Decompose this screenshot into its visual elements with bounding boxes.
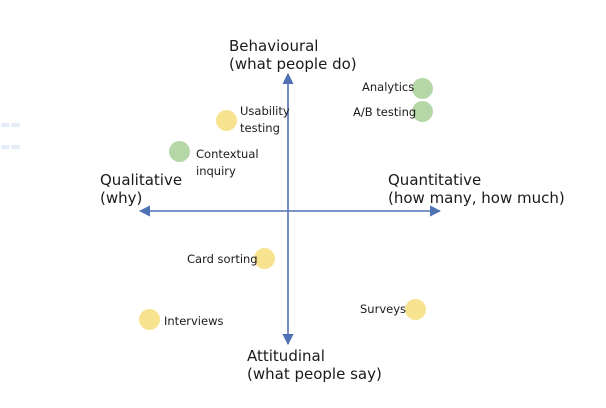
- contextual-inquiry-label: Contextual inquiry: [196, 146, 259, 179]
- card-sorting-label: Card sorting: [187, 252, 258, 266]
- card-sorting-dot: [254, 248, 275, 269]
- ab-testing-label: A/B testing: [353, 105, 417, 119]
- axis-label-qualitative: Qualitative (why): [100, 171, 182, 207]
- analytics-dot: [412, 78, 433, 99]
- surveys-dot: [405, 299, 426, 320]
- axis-label-right-subtitle: (how many, how much): [388, 189, 565, 207]
- axis-label-bottom-subtitle: (what people say): [247, 365, 382, 383]
- axis-label-behavioural: Behavioural (what people do): [229, 37, 357, 73]
- axis-label-bottom-title: Attitudinal: [247, 347, 325, 365]
- ab-testing-dot: [412, 101, 433, 122]
- background-watermark: ▬▬: [0, 140, 21, 153]
- usability-testing-label: Usability testing: [240, 103, 290, 136]
- axis-label-quantitative: Quantitative (how many, how much): [388, 171, 565, 207]
- axis-label-left-subtitle: (why): [100, 189, 143, 207]
- axis-label-right-title: Quantitative: [388, 171, 482, 189]
- interviews-dot: [139, 309, 160, 330]
- background-watermark: ▬▬: [0, 118, 21, 131]
- analytics-label: Analytics: [362, 80, 415, 94]
- contextual-inquiry-label-line2: inquiry: [196, 163, 236, 178]
- usability-testing-label-line2: testing: [240, 120, 280, 135]
- usability-testing-label-line1: Usability: [240, 104, 290, 118]
- usability-testing-dot: [216, 110, 237, 131]
- contextual-inquiry-dot: [169, 141, 190, 162]
- axis-label-top-subtitle: (what people do): [229, 55, 357, 73]
- surveys-label: Surveys: [360, 302, 406, 316]
- axis-label-left-title: Qualitative: [100, 171, 183, 189]
- interviews-label: Interviews: [164, 314, 224, 328]
- axis-label-top-title: Behavioural: [229, 37, 319, 55]
- contextual-inquiry-label-line1: Contextual: [196, 147, 259, 161]
- axis-label-attitudinal: Attitudinal (what people say): [247, 347, 382, 383]
